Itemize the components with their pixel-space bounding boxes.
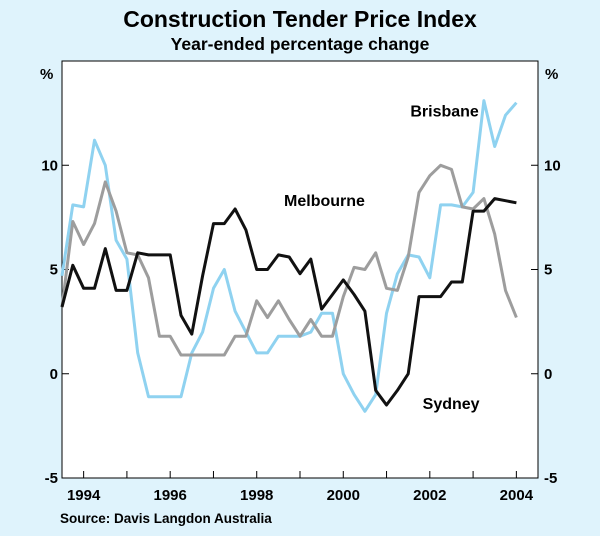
axis-ticks: -5 -5 0 0 5 5 10 10 1994 1996 1998 2000 2002 2004 [41,157,560,504]
y-unit-left: % [40,66,53,83]
series-lines [60,99,518,413]
series-label-sydney: Sydney [423,396,480,413]
y-tick-label-left: 5 [50,262,58,279]
x-tick-label: 1996 [153,487,186,504]
series-labels: Brisbane Melbourne Sydney [284,103,480,413]
x-tick-label: 2002 [413,487,446,504]
series-line-brisbane [60,99,518,413]
series-line-sydney [60,197,517,407]
chart-title: Construction Tender Price Index [123,6,477,32]
y-tick-label-left: 10 [41,157,58,174]
y-tick-label-left: 0 [50,366,58,383]
x-tick-label: 1998 [240,487,273,504]
x-tick-label: 2004 [500,487,534,504]
y-unit-right: % [545,66,558,83]
y-tick-label-right: -5 [544,470,557,487]
series-label-melbourne: Melbourne [284,193,365,210]
x-tick-label: 1994 [67,487,101,504]
chart-subtitle: Year-ended percentage change [170,34,430,54]
y-tick-label-left: -5 [45,470,58,487]
source-note: Source: Davis Langdon Australia [60,511,272,526]
y-tick-label-right: 0 [544,366,552,383]
plot-area [61,60,539,479]
x-tick-label: 2000 [327,487,360,504]
y-tick-label-right: 10 [544,157,561,174]
y-tick-label-right: 5 [544,262,552,279]
series-label-brisbane: Brisbane [410,103,479,120]
